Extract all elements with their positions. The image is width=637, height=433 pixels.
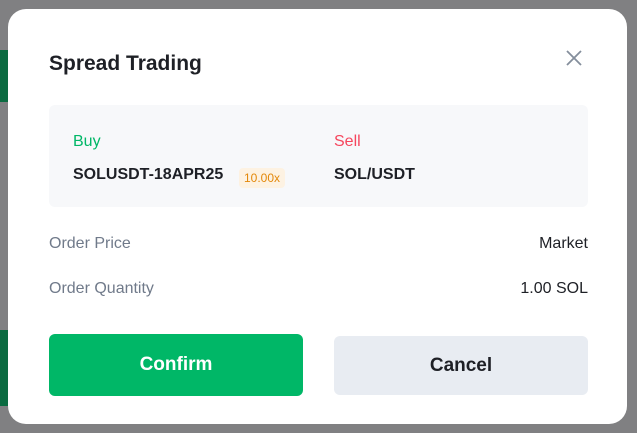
cancel-button[interactable]: Cancel (334, 336, 588, 395)
order-quantity-value: 1.00 SOL (520, 280, 588, 297)
order-price-label: Order Price (49, 235, 131, 252)
sell-label: Sell (334, 133, 361, 150)
sell-symbol: SOL/USDT (334, 166, 415, 183)
confirm-button[interactable]: Confirm (49, 334, 303, 396)
dialog-title: Spread Trading (49, 52, 202, 75)
buy-symbol: SOLUSDT-18APR25 (73, 166, 224, 183)
order-quantity-label: Order Quantity (49, 280, 154, 297)
leverage-badge: 10.00x (239, 168, 286, 188)
buy-label: Buy (73, 133, 101, 150)
background-panel (0, 330, 8, 406)
background-panel (0, 50, 8, 102)
order-price-value: Market (539, 235, 588, 252)
pair-summary: Buy SOLUSDT-18APR25 10.00x Sell SOL/USDT (49, 105, 588, 207)
order-quantity-row: Order Quantity 1.00 SOL (49, 280, 588, 298)
close-icon[interactable] (563, 47, 585, 69)
order-price-row: Order Price Market (49, 235, 588, 253)
spread-trading-dialog: Spread Trading Buy SOLUSDT-18APR25 10.00… (8, 9, 627, 424)
